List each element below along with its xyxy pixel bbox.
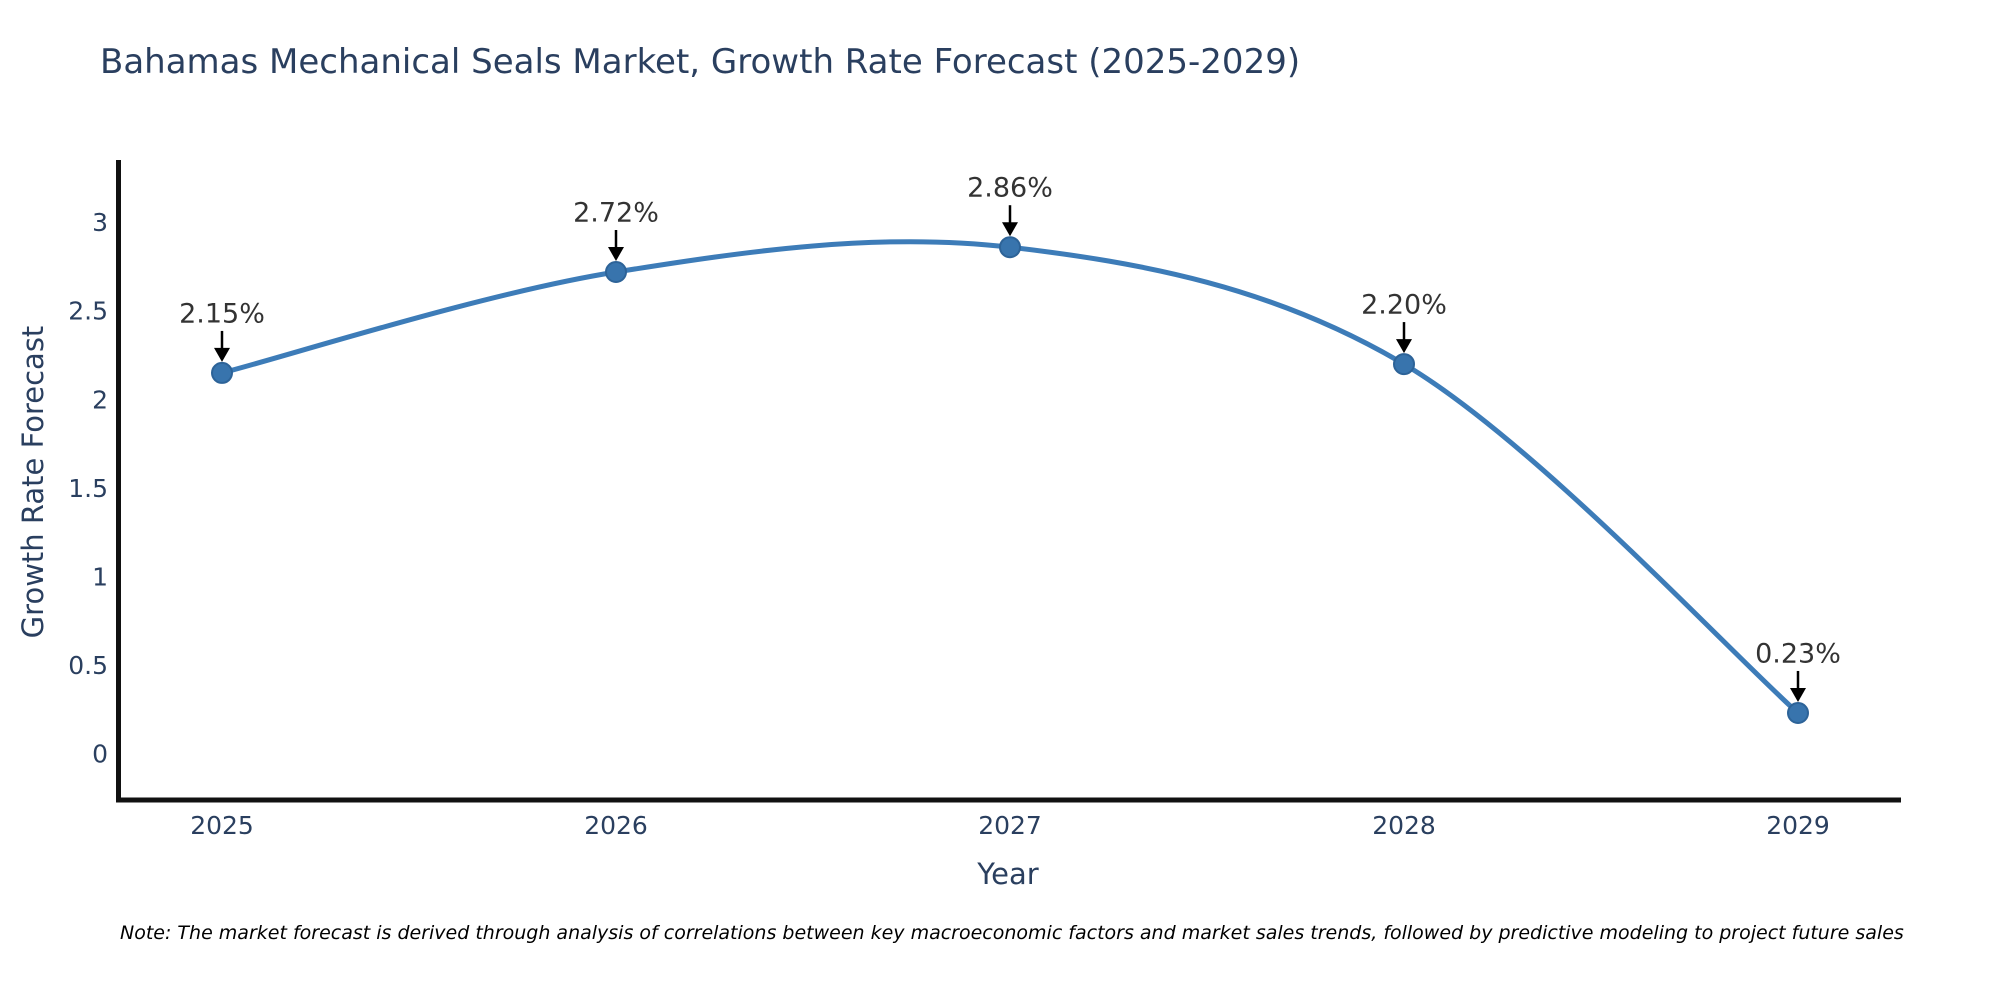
data-point-label: 2.86% [967,173,1053,204]
data-point-marker [1393,353,1415,376]
annotation-arrowhead-icon [1396,339,1412,354]
annotation-arrowhead-icon [608,246,624,261]
x-tick-label: 2026 [584,811,648,840]
data-point-marker [211,361,233,384]
y-axis-title: Growth Rate Forecast [16,325,50,639]
y-tick-label: 2.5 [68,297,108,326]
y-tick-label: 1 [92,562,108,591]
y-tick-label: 0.5 [68,651,108,680]
data-point-marker [1787,701,1809,724]
x-tick-label: 2028 [1372,811,1436,840]
annotation-arrowhead-icon [1790,687,1806,702]
x-axis-title: Year [977,857,1039,891]
chart-title: Bahamas Mechanical Seals Market, Growth … [100,42,1301,82]
y-tick-label: 2 [92,385,108,414]
data-point-label: 2.72% [573,197,659,228]
y-tick-label: 1.5 [68,474,108,503]
footnote: Note: The market forecast is derived thr… [120,922,1904,944]
data-point-label: 2.15% [179,298,265,329]
x-tick-label: 2025 [190,811,254,840]
data-point-label: 0.23% [1755,638,1841,669]
forecast-line [219,239,1801,716]
x-tick-label: 2027 [978,811,1042,840]
data-point-marker [605,260,627,283]
annotation-arrowhead-icon [214,347,230,362]
y-tick-label: 3 [92,208,108,237]
data-point-marker [999,236,1021,259]
data-point-label: 2.20% [1361,290,1447,321]
y-tick-label: 0 [92,739,108,768]
annotation-arrowhead-icon [1002,222,1018,237]
x-tick-label: 2029 [1766,811,1830,840]
